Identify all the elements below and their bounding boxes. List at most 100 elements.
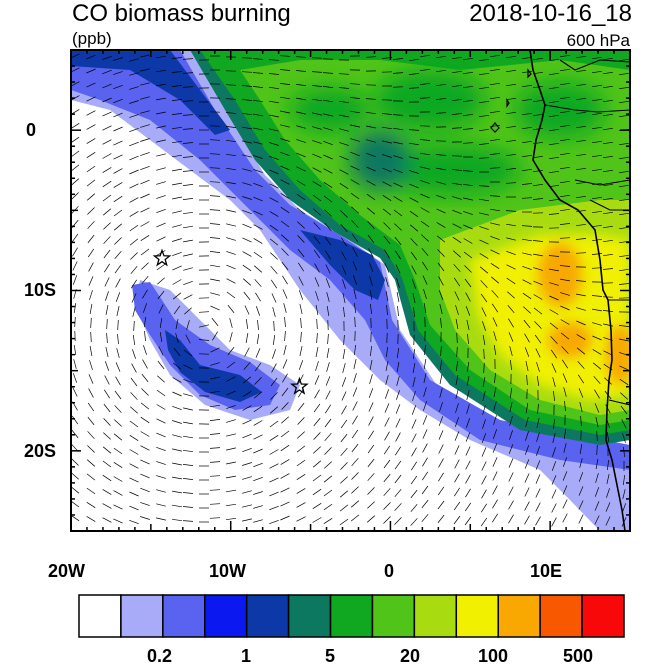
wind-vector xyxy=(619,338,629,342)
wind-vector xyxy=(184,307,192,315)
wind-vector xyxy=(225,98,237,100)
wind-vector xyxy=(242,447,252,453)
wind-vector xyxy=(506,237,516,241)
wind-vector xyxy=(603,85,613,89)
wind-vector xyxy=(494,372,496,384)
wind-vector xyxy=(409,183,419,189)
wind-vector xyxy=(509,430,513,440)
wind-vector xyxy=(592,322,602,326)
wind-vector xyxy=(130,265,138,275)
wind-vector xyxy=(296,125,306,129)
wind-vector xyxy=(508,514,514,524)
wind-vector xyxy=(490,263,500,269)
wind-vector xyxy=(482,405,486,415)
wind-vector xyxy=(351,457,359,467)
wind-vector xyxy=(342,293,346,303)
wind-vector xyxy=(113,168,123,174)
wind-vector xyxy=(394,460,402,470)
wind-vector xyxy=(383,222,391,230)
wind-vector xyxy=(491,290,499,298)
wind-vector xyxy=(506,97,516,101)
wind-vector xyxy=(367,221,375,229)
wind-vector xyxy=(325,390,331,400)
wind-vector xyxy=(172,210,182,214)
wind-vector xyxy=(141,275,149,285)
colorbar-swatch xyxy=(245,594,290,638)
wind-vector xyxy=(90,317,92,329)
wind-vector xyxy=(369,374,373,384)
wind-vector xyxy=(560,305,570,311)
wind-vector xyxy=(280,459,290,465)
wind-vector xyxy=(522,84,532,88)
wind-vector xyxy=(284,330,286,342)
wind-vector xyxy=(102,503,112,509)
wind-vector xyxy=(370,345,372,357)
wind-vector xyxy=(366,180,376,186)
colorbar-swatch xyxy=(204,594,248,638)
wind-vector xyxy=(452,236,462,244)
wind-vector xyxy=(621,419,627,429)
wind-vector xyxy=(549,282,559,286)
wind-vector xyxy=(314,263,320,273)
wind-vector xyxy=(226,223,236,227)
wind-vector xyxy=(410,238,418,246)
wind-vector xyxy=(102,194,112,202)
wind-vector xyxy=(297,402,305,412)
wind-vector xyxy=(325,278,331,288)
colorbar-swatch xyxy=(329,594,374,638)
wind-vector xyxy=(619,142,629,146)
wind-vector xyxy=(523,319,531,329)
wind-vector xyxy=(435,98,447,100)
wind-vector xyxy=(564,400,566,412)
wind-vector xyxy=(323,168,333,174)
wind-vector xyxy=(172,391,182,397)
wind-vector xyxy=(454,445,460,455)
wind-vector xyxy=(322,72,334,74)
wind-vector xyxy=(313,403,321,413)
wind-vector xyxy=(253,224,263,230)
wind-vector xyxy=(156,139,166,143)
lat-tick-0: 0 xyxy=(26,120,37,140)
wind-vector xyxy=(395,432,401,442)
wind-vector xyxy=(603,127,613,131)
wind-vector xyxy=(396,390,400,400)
wind-vector xyxy=(437,514,445,524)
wind-vector xyxy=(592,308,602,312)
wind-vector xyxy=(620,392,628,400)
wind-vector xyxy=(241,85,253,87)
wind-vector xyxy=(339,183,349,189)
wind-vector xyxy=(279,69,291,71)
wind-vector xyxy=(421,247,429,257)
wind-vector xyxy=(592,224,602,228)
wind-vector xyxy=(73,359,77,369)
wind-vector xyxy=(350,179,360,185)
wind-vector xyxy=(368,248,374,258)
wind-vector xyxy=(183,421,193,425)
wind-vector xyxy=(71,472,79,480)
wind-vector xyxy=(352,415,358,425)
wind-vector xyxy=(603,155,613,159)
wind-vector xyxy=(596,430,598,442)
wind-vector xyxy=(413,306,415,318)
wind-vector xyxy=(104,263,110,273)
wind-vector xyxy=(394,474,402,484)
wind-vector xyxy=(622,489,626,499)
wind-vector xyxy=(254,377,262,385)
wind-vector xyxy=(87,431,95,439)
wind-vector xyxy=(226,361,236,369)
wind-vector xyxy=(492,499,498,509)
wind-vector xyxy=(269,505,279,511)
wind-vector xyxy=(456,332,458,344)
wind-vector xyxy=(87,221,95,229)
wind-vector xyxy=(140,152,150,156)
wind-vector xyxy=(269,519,279,525)
wind-vector xyxy=(298,290,304,300)
wind-vector xyxy=(253,251,263,259)
wind-vector xyxy=(619,86,629,90)
wind-vector xyxy=(105,305,109,315)
wind-vector xyxy=(312,153,322,159)
wind-vector xyxy=(242,518,252,522)
wind-vector xyxy=(140,445,150,451)
wind-vector xyxy=(508,458,514,468)
wind-vector xyxy=(438,276,444,286)
